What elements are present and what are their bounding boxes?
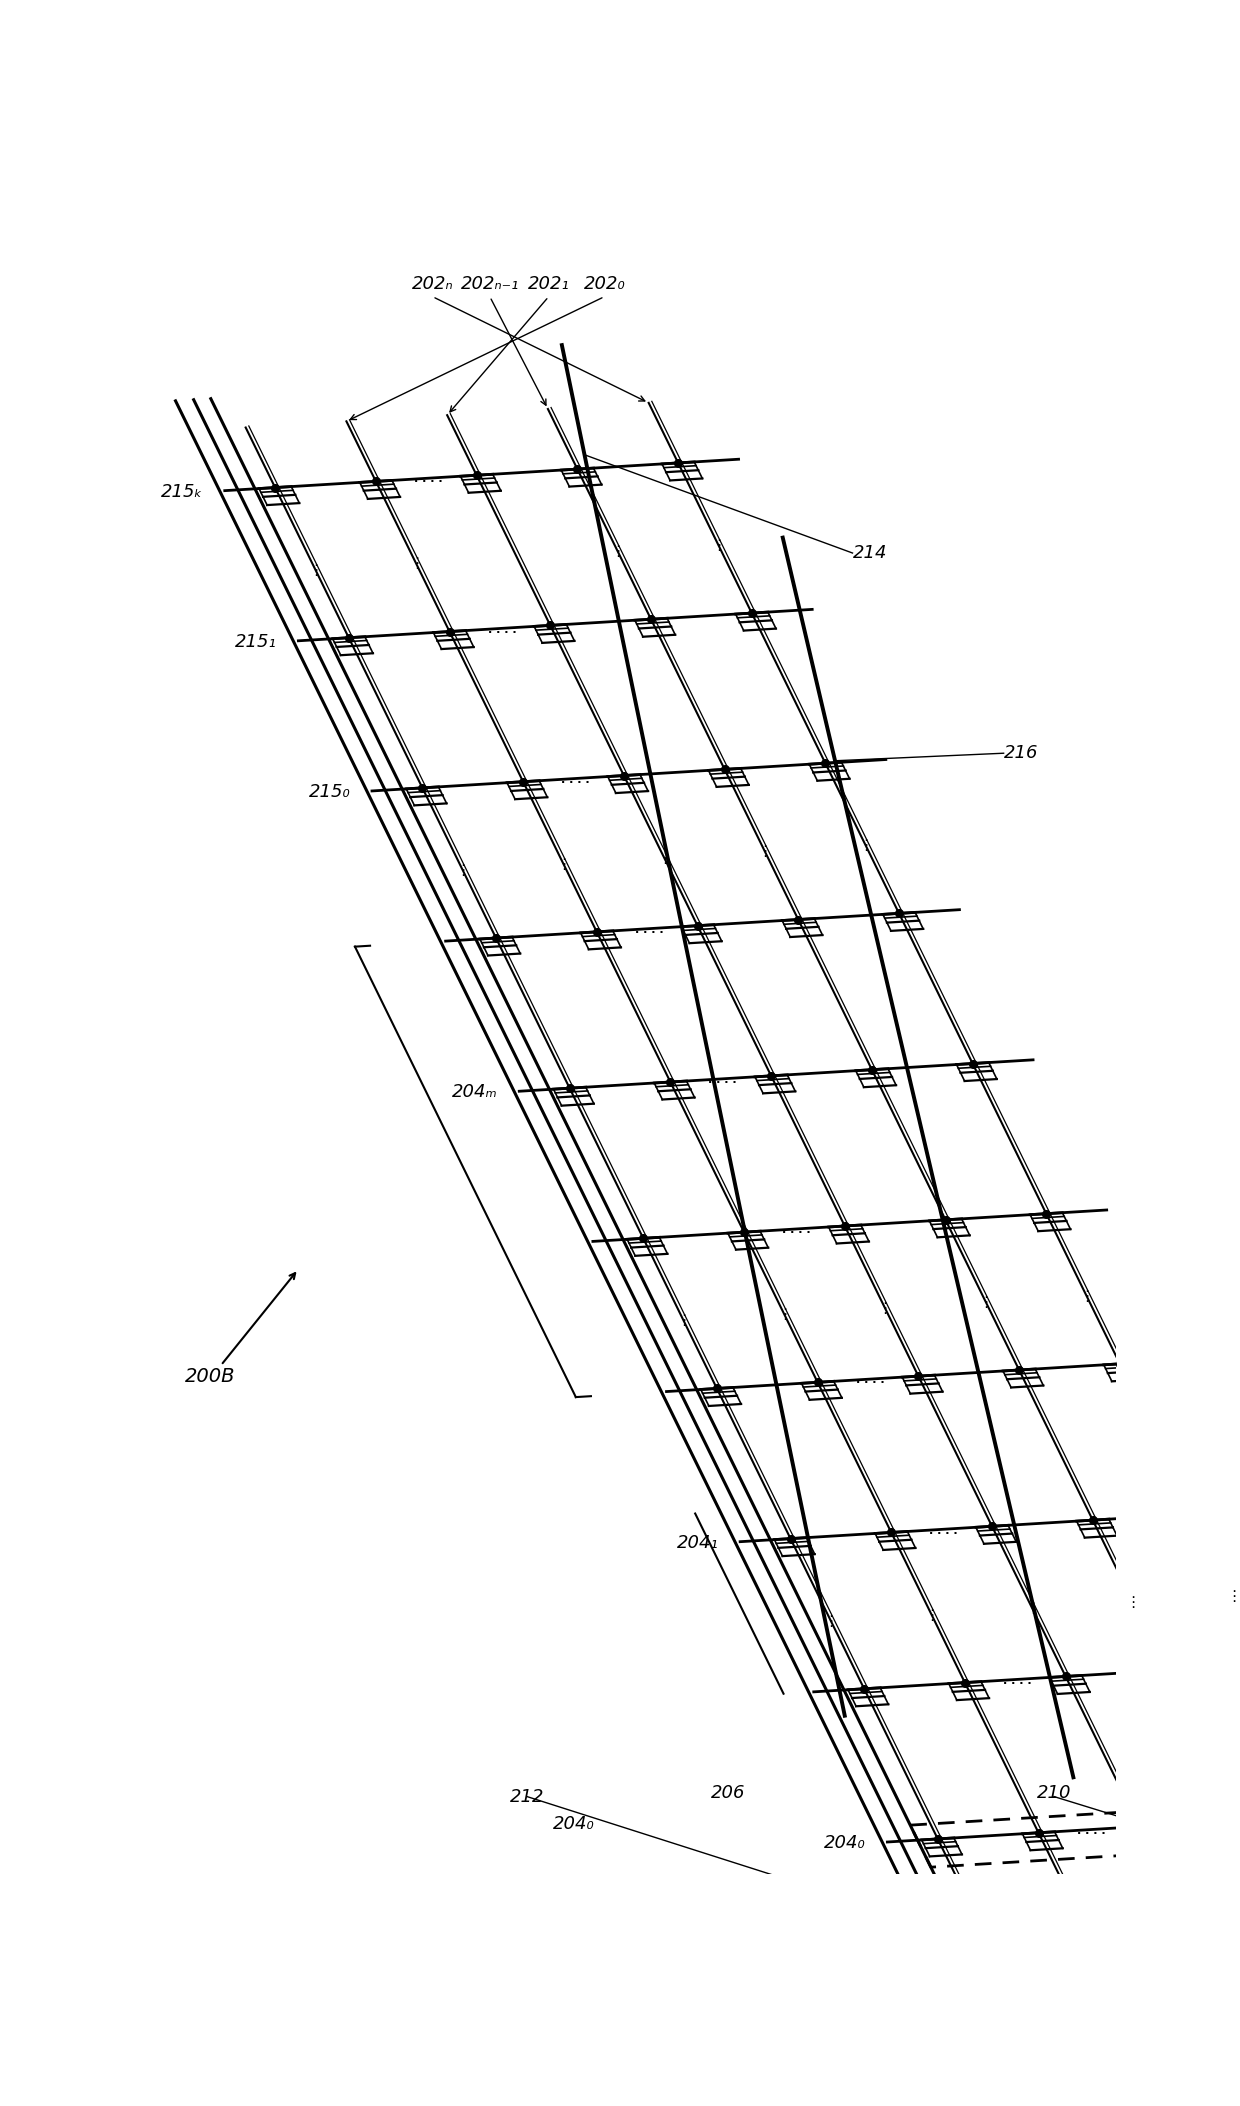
Text: ⋮: ⋮: [924, 1607, 940, 1622]
Text: · · · ·: · · · ·: [708, 1078, 737, 1089]
Text: · · · ·: · · · ·: [562, 777, 590, 788]
Text: 204ₘ: 204ₘ: [453, 1082, 498, 1101]
Text: 212: 212: [510, 1788, 544, 1805]
Text: 204₀: 204₀: [825, 1834, 866, 1851]
Text: ⋮: ⋮: [777, 1308, 792, 1323]
Text: ⋮: ⋮: [758, 845, 773, 859]
Text: ⋮: ⋮: [610, 543, 625, 560]
Text: ⋮: ⋮: [657, 851, 672, 866]
Text: 206: 206: [712, 1784, 745, 1803]
Text: ⋮: ⋮: [823, 1613, 838, 1628]
Text: ⋮: ⋮: [1079, 1289, 1095, 1304]
Text: ⋮: ⋮: [1226, 1590, 1240, 1605]
Text: ⋮: ⋮: [1126, 1594, 1141, 1611]
Text: 202ₙ: 202ₙ: [412, 274, 454, 293]
Text: ⋮: ⋮: [676, 1314, 692, 1329]
Text: 215₁: 215₁: [236, 632, 277, 651]
Text: 215ₖ: 215ₖ: [161, 482, 203, 501]
Text: · · · ·: · · · ·: [487, 628, 516, 638]
Text: · · · ·: · · · ·: [782, 1228, 811, 1238]
Text: · · · ·: · · · ·: [414, 478, 443, 486]
Text: ⋮: ⋮: [409, 556, 424, 571]
Text: · · · ·: · · · ·: [635, 929, 663, 937]
Text: 210: 210: [1037, 1784, 1071, 1803]
Text: ⋮: ⋮: [556, 857, 572, 872]
Text: 202ₙ₋₁: 202ₙ₋₁: [460, 274, 520, 293]
Text: · · · ·: · · · ·: [929, 1529, 959, 1539]
Text: 214: 214: [853, 543, 887, 562]
Text: · · · ·: · · · ·: [1076, 1828, 1105, 1839]
Text: · · · ·: · · · ·: [1003, 1678, 1032, 1689]
Text: 202₀: 202₀: [584, 274, 625, 293]
Text: ⋮: ⋮: [308, 562, 324, 577]
Text: 202₁: 202₁: [528, 274, 569, 293]
Text: 200B: 200B: [185, 1367, 234, 1386]
Text: 204₀: 204₀: [553, 1815, 594, 1832]
Text: ⋮: ⋮: [858, 838, 873, 853]
Text: ⋮: ⋮: [1025, 1601, 1040, 1617]
Text: 204₁: 204₁: [677, 1533, 719, 1552]
Text: 215₀: 215₀: [309, 783, 351, 800]
Text: ⋮: ⋮: [978, 1295, 993, 1310]
Text: · · · ·: · · · ·: [856, 1377, 884, 1388]
Text: ⋮: ⋮: [878, 1302, 893, 1316]
Text: ⋮: ⋮: [455, 863, 470, 878]
Text: 216: 216: [1003, 743, 1038, 762]
Text: ⋮: ⋮: [711, 537, 727, 554]
